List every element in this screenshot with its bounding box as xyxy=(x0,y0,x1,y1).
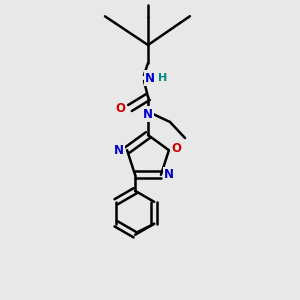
Text: N: N xyxy=(114,144,124,157)
Text: H: H xyxy=(158,73,168,83)
Text: N: N xyxy=(145,71,155,85)
Text: N: N xyxy=(164,168,174,181)
Text: O: O xyxy=(115,101,125,115)
Text: O: O xyxy=(171,142,181,155)
Text: N: N xyxy=(143,107,153,121)
